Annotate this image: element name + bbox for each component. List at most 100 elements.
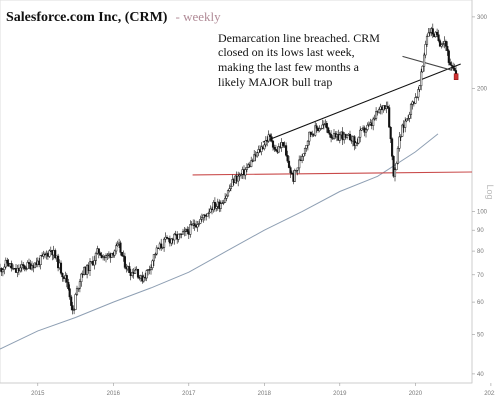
candle-body <box>425 36 429 45</box>
x-tick-label: 2018 <box>258 391 272 397</box>
candle-body <box>73 309 76 311</box>
candle-body <box>274 149 277 151</box>
candle-body <box>319 128 323 130</box>
x-tick-label: 2021 <box>484 391 495 397</box>
y-tick-label: 70 <box>477 273 484 279</box>
candle-body <box>375 111 378 119</box>
moving-average-line <box>0 133 439 350</box>
candle-body <box>408 114 411 119</box>
candle-body <box>388 107 391 128</box>
candle-body <box>106 254 109 257</box>
candle-body <box>57 255 60 269</box>
candle-body <box>346 134 349 138</box>
candle-body <box>152 254 155 262</box>
candle-body <box>131 271 134 276</box>
candle-body <box>155 247 158 255</box>
candle-body <box>104 255 108 258</box>
candle-body <box>54 250 57 259</box>
candle-body <box>256 152 259 157</box>
candle-body <box>161 247 164 249</box>
y-tick-label: 80 <box>477 249 484 255</box>
candle-body <box>328 132 331 135</box>
y-tick-labels: 40 50 60 70 80 90 100 200 300 <box>472 15 488 378</box>
candle-body <box>338 134 341 141</box>
candle-body <box>367 123 370 126</box>
candle-body <box>123 256 126 268</box>
candle-body <box>134 269 137 274</box>
candle-body <box>199 219 202 224</box>
candle-body <box>305 145 308 149</box>
trendline-layer <box>192 55 473 176</box>
candle-body <box>1 269 4 273</box>
candle-body <box>431 28 434 35</box>
candle-body <box>298 159 301 169</box>
candle-body <box>3 266 6 270</box>
candle-body <box>74 294 77 310</box>
candle-body <box>295 169 298 172</box>
candle-body <box>93 260 96 266</box>
candle-body <box>444 41 447 47</box>
candle-body <box>450 64 453 67</box>
candle-body <box>226 190 230 197</box>
candle-body <box>263 144 266 150</box>
candle-body <box>437 34 440 41</box>
candle-body <box>209 208 212 213</box>
candle-body <box>33 262 36 269</box>
candle-body <box>373 118 376 120</box>
candle-body <box>88 261 92 271</box>
candle-body <box>224 198 227 203</box>
y-tick-label: 200 <box>477 87 488 93</box>
support-line <box>192 171 473 176</box>
candle-body <box>196 224 199 228</box>
candle-body <box>348 133 352 141</box>
candle-body <box>290 172 293 174</box>
x-tick-label: 2019 <box>333 391 347 397</box>
candle-body <box>372 118 375 126</box>
candle-body <box>228 188 231 191</box>
y-tick-label: 300 <box>477 15 488 21</box>
y-tick-label: 60 <box>477 300 484 306</box>
candle-body <box>128 266 131 273</box>
candle-body <box>357 136 360 144</box>
candle-body <box>229 185 232 189</box>
candle-body <box>404 120 407 128</box>
candle-body <box>389 126 392 140</box>
candle-body <box>366 124 369 130</box>
candle-body <box>253 154 256 162</box>
candle-body <box>417 89 420 98</box>
y-tick-label: 100 <box>477 210 488 216</box>
candle-body <box>392 156 395 177</box>
candle-body <box>94 253 97 261</box>
candle-body <box>396 148 399 164</box>
candle-body <box>197 223 201 225</box>
candle-body <box>287 160 291 168</box>
x-tick-label: 2015 <box>31 391 45 397</box>
candle-body <box>65 275 68 283</box>
candle-body <box>398 136 401 149</box>
candle-body <box>353 136 356 146</box>
candle-body <box>378 109 381 113</box>
candle-body <box>119 242 122 253</box>
candle-body <box>438 40 442 47</box>
y-tick-label: 50 <box>477 332 484 338</box>
candle-body <box>48 250 51 257</box>
candle-body <box>327 127 330 134</box>
candle-body <box>27 262 31 264</box>
candle-body <box>386 105 389 108</box>
candle-body <box>122 255 125 257</box>
candle-body <box>244 169 247 176</box>
x-tick-label: 2017 <box>182 391 196 397</box>
demarcation-line <box>262 63 461 143</box>
candle-body <box>424 44 427 56</box>
candle-body <box>208 211 211 214</box>
candle-body <box>142 276 145 282</box>
annotation-line-2: closed on its lows last week, <box>218 45 355 59</box>
candle-body <box>267 134 270 142</box>
candle-body <box>301 156 304 161</box>
x-tick-labels: 2015 2016 2017 2018 2019 2020 2021 <box>31 383 495 397</box>
candle-body <box>165 236 169 239</box>
candle-body <box>181 231 185 235</box>
candle-body <box>116 243 119 246</box>
candle-body <box>315 125 318 129</box>
